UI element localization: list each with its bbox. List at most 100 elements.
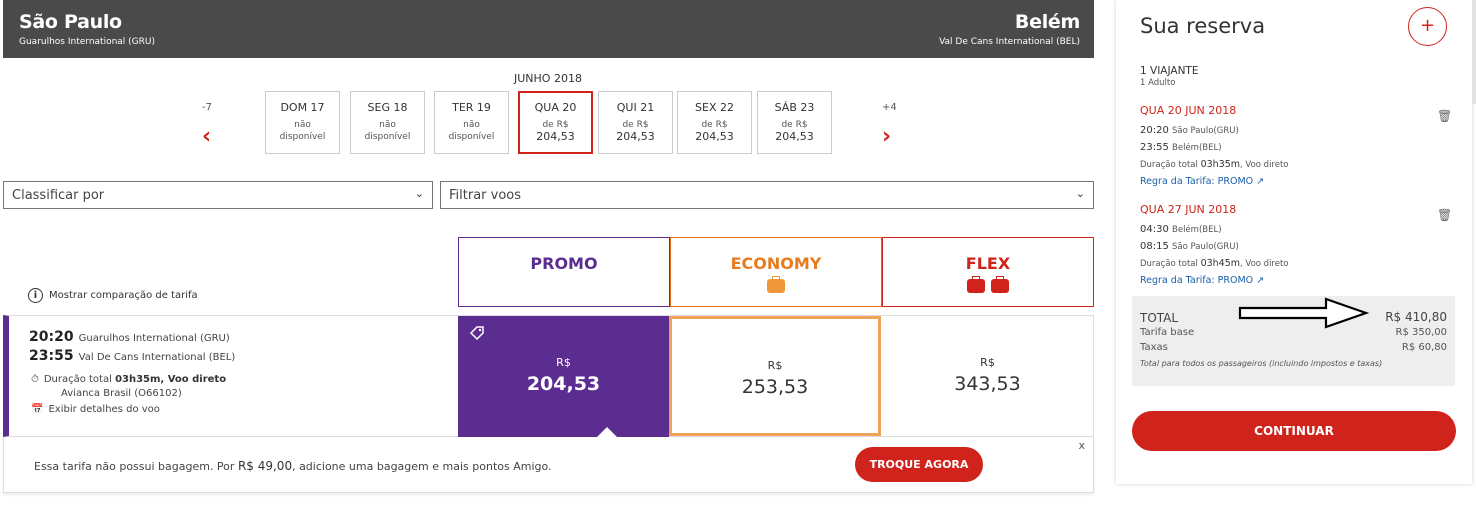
day-status-2: disponível	[364, 132, 411, 142]
currency-label: R$	[767, 359, 783, 372]
day-card-ter-19[interactable]: TER 19 não disponível	[434, 91, 509, 154]
day-name: SEG 18	[367, 101, 408, 114]
sort-select-label: Classificar por	[12, 188, 105, 203]
sort-select[interactable]: Classificar por ⌄	[3, 181, 433, 209]
arrow-right-icon	[1238, 297, 1370, 329]
day-price: 204,53	[616, 130, 655, 143]
day-name: SÁB 23	[774, 101, 815, 114]
flight-duration: 03h35m, Voo direto	[115, 374, 227, 385]
fare-header-flex[interactable]: FLEX	[882, 237, 1094, 307]
notice-text-before: Essa tarifa não possui bagagem. Por	[34, 460, 238, 473]
leg2-duration-prefix: Duração total	[1140, 259, 1201, 269]
day-status: não	[379, 120, 396, 130]
chevron-left-icon[interactable]: ‹	[202, 124, 212, 149]
chevron-down-icon: ⌄	[414, 187, 424, 200]
leg1-dep-place: São Paulo(GRU)	[1172, 126, 1239, 136]
destination-airport: Val De Cans International (BEL)	[939, 37, 1080, 47]
baggage-icon	[767, 276, 785, 293]
info-icon: i	[28, 288, 43, 303]
price-cell-promo[interactable]: R$ 204,53	[458, 316, 669, 437]
day-price: 204,53	[775, 130, 814, 143]
price-cell-economy[interactable]: R$ 253,53	[669, 316, 881, 436]
currency-label: R$	[556, 356, 571, 369]
chevron-right-icon[interactable]: ›	[882, 124, 892, 149]
leg1-duration: 03h35m	[1200, 159, 1241, 170]
day-name: QUI 21	[616, 101, 655, 114]
leg2-date: QUA 27 JUN 2018	[1140, 203, 1237, 216]
day-card-seg-18[interactable]: SEG 18 não disponível	[350, 91, 425, 154]
fare-header-promo[interactable]: PROMO	[458, 237, 670, 307]
taxes-label: Taxas	[1140, 342, 1168, 353]
day-name: TER 19	[452, 101, 491, 114]
chevron-down-icon: ⌄	[1075, 187, 1085, 200]
day-price-prefix: de R$	[542, 120, 569, 130]
origin-city: São Paulo	[19, 11, 122, 33]
day-status: não	[294, 120, 311, 130]
origin-airport: Guarulhos International (GRU)	[19, 37, 155, 47]
total-label: TOTAL	[1140, 311, 1179, 325]
taxes-value: R$ 60,80	[1401, 342, 1447, 353]
leg1-arr-time: 23:55	[1140, 142, 1169, 153]
price-economy: 253,53	[741, 376, 809, 398]
filter-select[interactable]: Filtrar voos ⌄	[440, 181, 1094, 209]
month-label: JUNHO 2018	[514, 72, 582, 85]
close-icon[interactable]: x	[1078, 439, 1085, 452]
price-flex: 343,53	[954, 373, 1021, 395]
prev-days-label: -7	[202, 102, 212, 113]
scrollbar[interactable]	[1472, 0, 1476, 104]
day-card-qua-20[interactable]: QUA 20 de R$ 204,53	[518, 91, 593, 154]
external-link-icon: ↗	[1256, 275, 1265, 286]
leg2-duration-suffix: , Voo direto	[1240, 259, 1289, 269]
carrier-info: Avianca Brasil (O66102)	[61, 388, 182, 399]
add-icon[interactable]: +	[1408, 7, 1447, 46]
leg2-dep-place: Belém(BEL)	[1172, 225, 1222, 235]
troque-agora-button[interactable]: TROQUE AGORA	[855, 447, 983, 482]
continue-button[interactable]: CONTINUAR	[1132, 411, 1456, 451]
leg1-fare-rule-link[interactable]: Regra da Tarifa: PROMO ↗	[1140, 176, 1264, 187]
leg2-arr-place: São Paulo(GRU)	[1172, 242, 1239, 252]
baggage-notice: Essa tarifa não possui bagagem. Por R$ 4…	[3, 437, 1094, 493]
flight-details-link[interactable]: 📅 Exibir detalhes do voo	[31, 404, 160, 415]
destination-city: Belém	[1014, 11, 1080, 33]
calendar-icon: 📅	[31, 404, 44, 415]
price-cell-flex[interactable]: R$ 343,53	[882, 316, 1093, 437]
day-name: SEX 22	[695, 101, 734, 114]
day-status-2: disponível	[448, 132, 495, 142]
tag-icon	[469, 326, 484, 341]
day-price: 204,53	[536, 130, 575, 143]
day-card-qui-21[interactable]: QUI 21 de R$ 204,53	[598, 91, 673, 154]
departure-time: 20:20	[29, 329, 74, 345]
trash-icon[interactable]: 🗑	[1437, 109, 1453, 123]
fare-comparison-toggle[interactable]: i Mostrar comparação de tarifa	[28, 288, 198, 303]
day-card-sex-22[interactable]: SEX 22 de R$ 204,53	[677, 91, 752, 154]
day-card-dom-17[interactable]: DOM 17 não disponível	[265, 91, 340, 154]
origin-block: São Paulo Guarulhos International (GRU)	[19, 11, 155, 47]
arrival-airport: Val De Cans International (BEL)	[78, 352, 236, 363]
departure-airport: Guarulhos International (GRU)	[78, 333, 230, 344]
fare-header-economy[interactable]: ECONOMY	[670, 237, 882, 307]
filter-select-label: Filtrar voos	[449, 188, 522, 203]
trash-icon[interactable]: 🗑	[1437, 208, 1453, 222]
notice-text: Essa tarifa não possui bagagem. Por R$ 4…	[34, 459, 552, 473]
reservation-panel: Sua reserva + 1 VIAJANTE 1 Adulto QUA 20…	[1116, 0, 1472, 484]
clock-icon: ⏱	[31, 374, 39, 385]
leg1-arr-place: Belém(BEL)	[1172, 143, 1222, 153]
fare-name-economy: ECONOMY	[730, 254, 822, 273]
baggage-icon	[967, 276, 986, 293]
notice-text-after: , adicione uma bagagem e mais pontos Ami…	[292, 460, 552, 473]
day-price-prefix: de R$	[701, 120, 728, 130]
duration-prefix: Duração total	[43, 374, 116, 385]
day-price-prefix: de R$	[781, 120, 808, 130]
reservation-title: Sua reserva	[1140, 14, 1266, 38]
destination-block: Belém Val De Cans International (BEL)	[939, 11, 1080, 47]
total-note: Total para todos os passageiros (incluin…	[1140, 359, 1383, 368]
travelers-detail: 1 Adulto	[1140, 78, 1176, 88]
leg2-fare-rule-link[interactable]: Regra da Tarifa: PROMO ↗	[1140, 275, 1264, 286]
fare-comparison-label: Mostrar comparação de tarifa	[49, 290, 198, 301]
day-card-sab-23[interactable]: SÁB 23 de R$ 204,53	[757, 91, 832, 154]
leg1-date: QUA 20 JUN 2018	[1140, 104, 1237, 117]
selected-fare-pointer	[597, 427, 617, 437]
external-link-icon: ↗	[1256, 176, 1265, 187]
next-days-label: +4	[882, 102, 897, 113]
total-value: R$ 410,80	[1385, 310, 1447, 324]
